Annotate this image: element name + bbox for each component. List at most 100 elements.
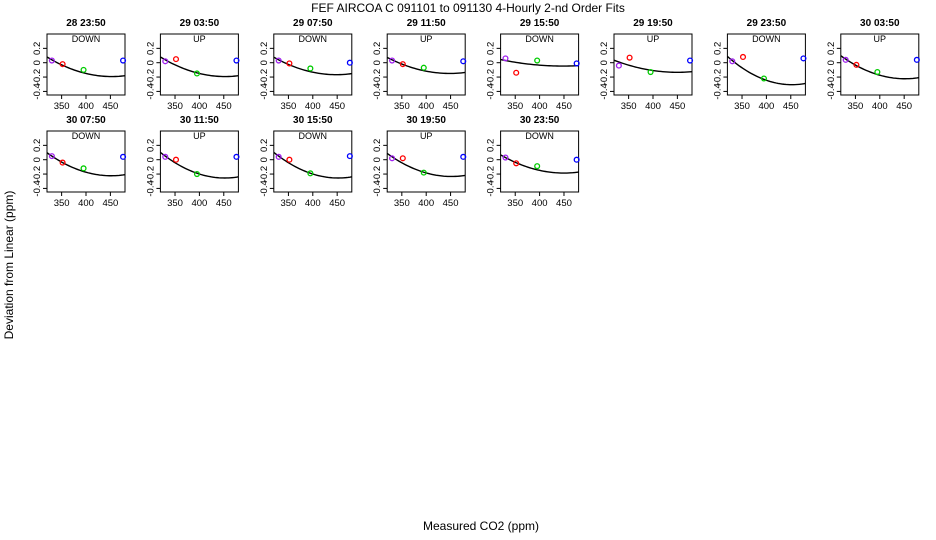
y-tick-label: -0.2	[145, 166, 156, 182]
y-tick-label: 0.2	[32, 42, 43, 55]
y-tick-label: 0.2	[259, 139, 270, 152]
y-tick-label: -0.2	[599, 69, 610, 85]
y-tick-label: 0.2	[712, 42, 723, 55]
panel-subtitle: UP	[193, 34, 206, 44]
data-point	[460, 153, 467, 160]
y-tick-label: 0.2	[599, 42, 610, 55]
y-tick-label: 0.2	[145, 42, 156, 55]
data-point	[307, 170, 314, 177]
data-point	[573, 156, 580, 163]
y-tick-label: 0	[599, 60, 610, 65]
x-tick-label: 400	[78, 101, 94, 112]
panel: 30 07:50 DOWN 350 400 450 -0.4-0.2 0 0.2	[32, 115, 127, 209]
panel-subtitle: DOWN	[72, 34, 101, 44]
panel-title: 29 19:50	[633, 18, 673, 29]
panel: 29 07:50 DOWN 350 400 450 -0.4-0.2 0 0.2	[259, 18, 353, 112]
x-tick-label: 350	[54, 101, 70, 112]
fit-curve	[726, 55, 806, 86]
panel-subtitle: UP	[647, 34, 660, 44]
y-tick-label: -0.2	[826, 69, 837, 85]
data-point	[534, 163, 541, 170]
panel-subtitle: DOWN	[72, 131, 101, 141]
panel-title: 30 19:50	[406, 115, 446, 126]
data-point	[346, 59, 353, 66]
panel-subtitle: UP	[874, 34, 887, 44]
data-point	[48, 153, 55, 160]
x-tick-label: 350	[394, 101, 410, 112]
data-point	[420, 64, 427, 71]
panel: 29 19:50 UP 350 400 450 -0.4-0.2 0 0.2	[599, 18, 694, 112]
y-tick-label: -0.4	[372, 83, 383, 99]
x-tick-label: 450	[443, 101, 459, 112]
y-tick-label: 0	[372, 157, 383, 162]
data-point	[162, 58, 169, 65]
x-tick-label: 400	[418, 198, 434, 209]
data-point	[460, 58, 467, 65]
data-point	[615, 62, 622, 69]
x-tick-label: 400	[872, 101, 888, 112]
y-tick-label: 0	[32, 60, 43, 65]
panel-title: 30 11:50	[180, 115, 219, 126]
data-point	[760, 75, 768, 82]
fit-curve	[386, 56, 466, 75]
y-tick-label: 0.2	[486, 139, 497, 152]
x-tick-label: 350	[734, 101, 750, 112]
x-tick-label: 400	[305, 101, 321, 112]
data-point	[286, 156, 293, 163]
data-point	[399, 155, 406, 162]
data-point	[389, 155, 396, 162]
x-tick-label: 450	[556, 198, 572, 209]
x-tick-label: 450	[443, 198, 459, 209]
panel-title: 29 11:50	[407, 18, 446, 29]
panel: 29 11:50 UP 350 400 450 -0.4-0.2 0 0.2	[372, 18, 467, 112]
data-point	[420, 169, 427, 176]
x-tick-label: 450	[669, 101, 685, 112]
data-point	[513, 160, 520, 167]
panel-subtitle: UP	[193, 131, 206, 141]
data-point	[80, 66, 87, 73]
panel-subtitle: UP	[420, 131, 433, 141]
x-tick-label: 350	[394, 198, 410, 209]
panel-title: 28 23:50	[66, 18, 106, 29]
data-point	[233, 57, 240, 64]
x-tick-label: 450	[556, 101, 572, 112]
panel: 30 19:50 UP 350 400 450 -0.4-0.2 0 0.2	[372, 115, 467, 209]
panel-subtitle: DOWN	[525, 131, 554, 141]
panel: 29 23:50 DOWN 350 400 450 -0.4-0.2 0 0.2	[712, 18, 807, 112]
x-axis-label: Measured CO2 (ppm)	[423, 519, 539, 533]
y-tick-label: -0.2	[145, 69, 156, 85]
fit-curve	[840, 55, 919, 80]
data-point	[193, 171, 201, 178]
y-tick-label: -0.4	[372, 180, 383, 196]
x-tick-label: 350	[54, 198, 70, 209]
x-tick-label: 450	[896, 101, 912, 112]
data-point	[399, 61, 406, 68]
panel-title: 29 07:50	[293, 18, 333, 29]
data-point	[502, 154, 509, 161]
data-point	[573, 60, 580, 67]
data-point	[686, 57, 694, 64]
data-point	[874, 68, 881, 76]
y-tick-label: -0.2	[712, 69, 723, 85]
data-point	[233, 153, 240, 160]
data-point	[193, 70, 201, 77]
data-point	[513, 69, 520, 76]
fit-curve	[500, 154, 579, 174]
data-point	[346, 153, 353, 160]
y-tick-label: -0.2	[486, 69, 497, 85]
data-point	[647, 68, 654, 76]
panel: 30 03:50 UP 350 400 450 -0.4-0.2 0 0.2	[826, 18, 920, 112]
x-tick-label: 350	[507, 198, 523, 209]
x-tick-label: 350	[167, 198, 183, 209]
x-tick-label: 400	[191, 101, 207, 112]
y-tick-label: -0.2	[259, 69, 270, 85]
x-tick-label: 400	[645, 101, 661, 112]
data-point	[842, 56, 849, 63]
chart-title: FEF AIRCOA C 091101 to 091130 4-Hourly 2…	[311, 1, 625, 15]
panel: 29 15:50 DOWN 350 400 450 -0.4-0.2 0 0.2	[486, 18, 580, 112]
y-tick-label: -0.4	[145, 83, 156, 99]
y-tick-label: 0	[145, 60, 156, 65]
y-tick-label: 0	[372, 60, 383, 65]
panel-subtitle: DOWN	[525, 34, 554, 44]
